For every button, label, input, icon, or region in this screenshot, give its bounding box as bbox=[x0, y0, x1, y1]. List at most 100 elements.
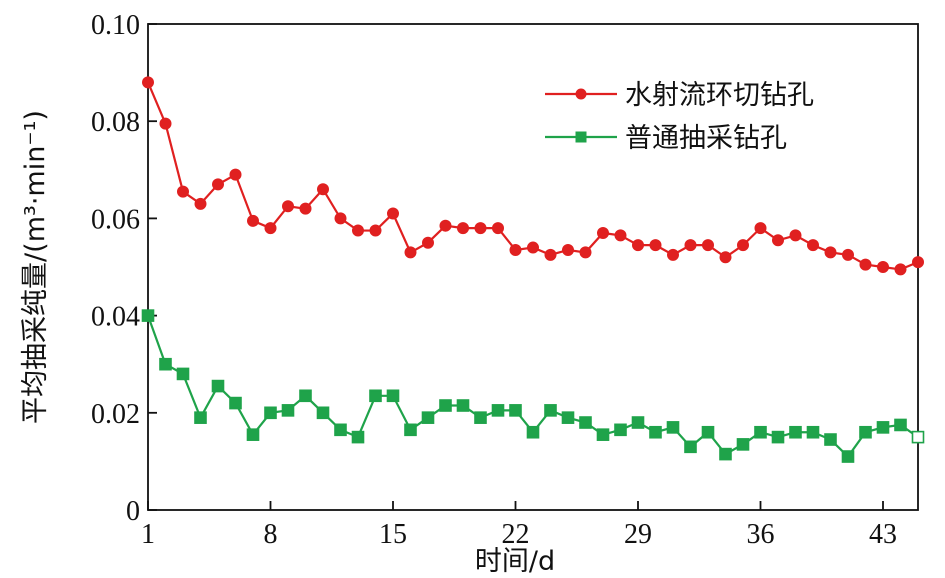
data-point bbox=[421, 411, 435, 424]
legend-marker bbox=[575, 131, 587, 143]
data-point bbox=[334, 212, 347, 225]
data-point bbox=[877, 261, 889, 273]
data-point bbox=[894, 418, 907, 432]
data-point bbox=[667, 248, 679, 261]
data-point bbox=[211, 379, 225, 393]
data-point bbox=[264, 406, 277, 420]
data-point bbox=[142, 76, 154, 89]
data-point bbox=[579, 246, 592, 259]
x-tick-label: 43 bbox=[869, 519, 897, 550]
data-point bbox=[351, 430, 365, 444]
data-point bbox=[509, 243, 522, 256]
data-point bbox=[737, 239, 749, 252]
data-point bbox=[229, 396, 242, 410]
data-point bbox=[456, 399, 470, 412]
data-point bbox=[212, 178, 224, 191]
legend-label: 水射流环切钻孔 bbox=[625, 80, 814, 111]
series-1 bbox=[142, 76, 924, 276]
data-point bbox=[754, 222, 767, 235]
data-point bbox=[194, 411, 207, 424]
y-axis-title: 平均抽采纯量/(m³·min⁻¹) bbox=[20, 110, 51, 424]
x-tick-label: 22 bbox=[502, 519, 530, 550]
data-point bbox=[772, 234, 784, 247]
data-point bbox=[632, 239, 644, 252]
y-tick-label: 0.06 bbox=[91, 204, 140, 235]
data-point bbox=[736, 438, 750, 451]
data-point bbox=[369, 224, 382, 237]
data-point bbox=[684, 239, 697, 252]
data-point bbox=[509, 404, 522, 417]
data-point bbox=[491, 404, 505, 417]
data-point bbox=[596, 428, 610, 441]
data-point bbox=[544, 404, 557, 417]
data-point bbox=[631, 416, 645, 429]
data-point bbox=[439, 219, 452, 232]
data-point bbox=[649, 425, 662, 439]
y-tick-label: 0.08 bbox=[91, 107, 140, 138]
data-point bbox=[229, 168, 242, 181]
data-point bbox=[859, 258, 872, 271]
data-point bbox=[614, 229, 627, 242]
data-point bbox=[177, 185, 189, 198]
data-point bbox=[264, 222, 277, 235]
data-point bbox=[159, 117, 172, 130]
data-point bbox=[614, 423, 627, 437]
data-point bbox=[876, 421, 890, 434]
data-point bbox=[597, 226, 609, 239]
data-point bbox=[894, 263, 907, 276]
data-point bbox=[842, 248, 854, 261]
data-point bbox=[701, 425, 715, 439]
data-point bbox=[194, 197, 207, 210]
data-point bbox=[527, 241, 539, 254]
data-point bbox=[771, 430, 785, 444]
data-point bbox=[912, 256, 924, 269]
data-point bbox=[789, 229, 802, 242]
data-point bbox=[299, 202, 312, 215]
series-2 bbox=[141, 309, 925, 463]
data-point bbox=[159, 357, 172, 371]
data-point bbox=[561, 411, 575, 424]
data-point bbox=[824, 246, 837, 259]
x-tick-label: 36 bbox=[747, 519, 775, 550]
x-tick-label: 8 bbox=[264, 519, 278, 550]
data-point bbox=[176, 367, 190, 381]
data-point bbox=[806, 425, 820, 439]
data-point bbox=[579, 416, 592, 429]
y-tick-label: 0.02 bbox=[91, 399, 140, 430]
data-point bbox=[404, 423, 417, 437]
y-tick-label: 0 bbox=[126, 496, 140, 527]
data-point bbox=[369, 389, 382, 403]
data-point bbox=[789, 425, 802, 439]
data-point bbox=[404, 246, 417, 259]
data-point bbox=[702, 239, 714, 252]
data-point bbox=[299, 389, 312, 403]
data-point bbox=[841, 450, 855, 463]
data-point bbox=[422, 236, 434, 249]
data-point bbox=[859, 425, 872, 439]
data-point bbox=[247, 214, 259, 227]
data-point bbox=[282, 200, 294, 213]
data-point bbox=[352, 224, 364, 237]
data-point bbox=[562, 243, 574, 256]
x-tick-label: 1 bbox=[141, 519, 155, 550]
x-axis-ticks: 1 8 15 22 29 36 43 bbox=[141, 501, 897, 550]
data-point bbox=[719, 251, 732, 264]
y-tick-label: 0.04 bbox=[91, 302, 140, 333]
data-point bbox=[544, 248, 557, 261]
legend-item: 普通抽采钻孔 bbox=[545, 123, 787, 154]
x-tick-label: 15 bbox=[379, 519, 407, 550]
data-point bbox=[492, 222, 504, 235]
data-point bbox=[824, 433, 837, 446]
legend-label: 普通抽采钻孔 bbox=[625, 123, 787, 154]
data-point bbox=[316, 406, 330, 420]
data-point bbox=[457, 222, 469, 235]
data-point bbox=[474, 222, 487, 235]
series-layer bbox=[141, 76, 925, 463]
data-point bbox=[281, 404, 295, 417]
data-point bbox=[911, 430, 925, 444]
data-point bbox=[666, 421, 680, 434]
data-point bbox=[754, 425, 767, 439]
data-point bbox=[649, 239, 662, 252]
